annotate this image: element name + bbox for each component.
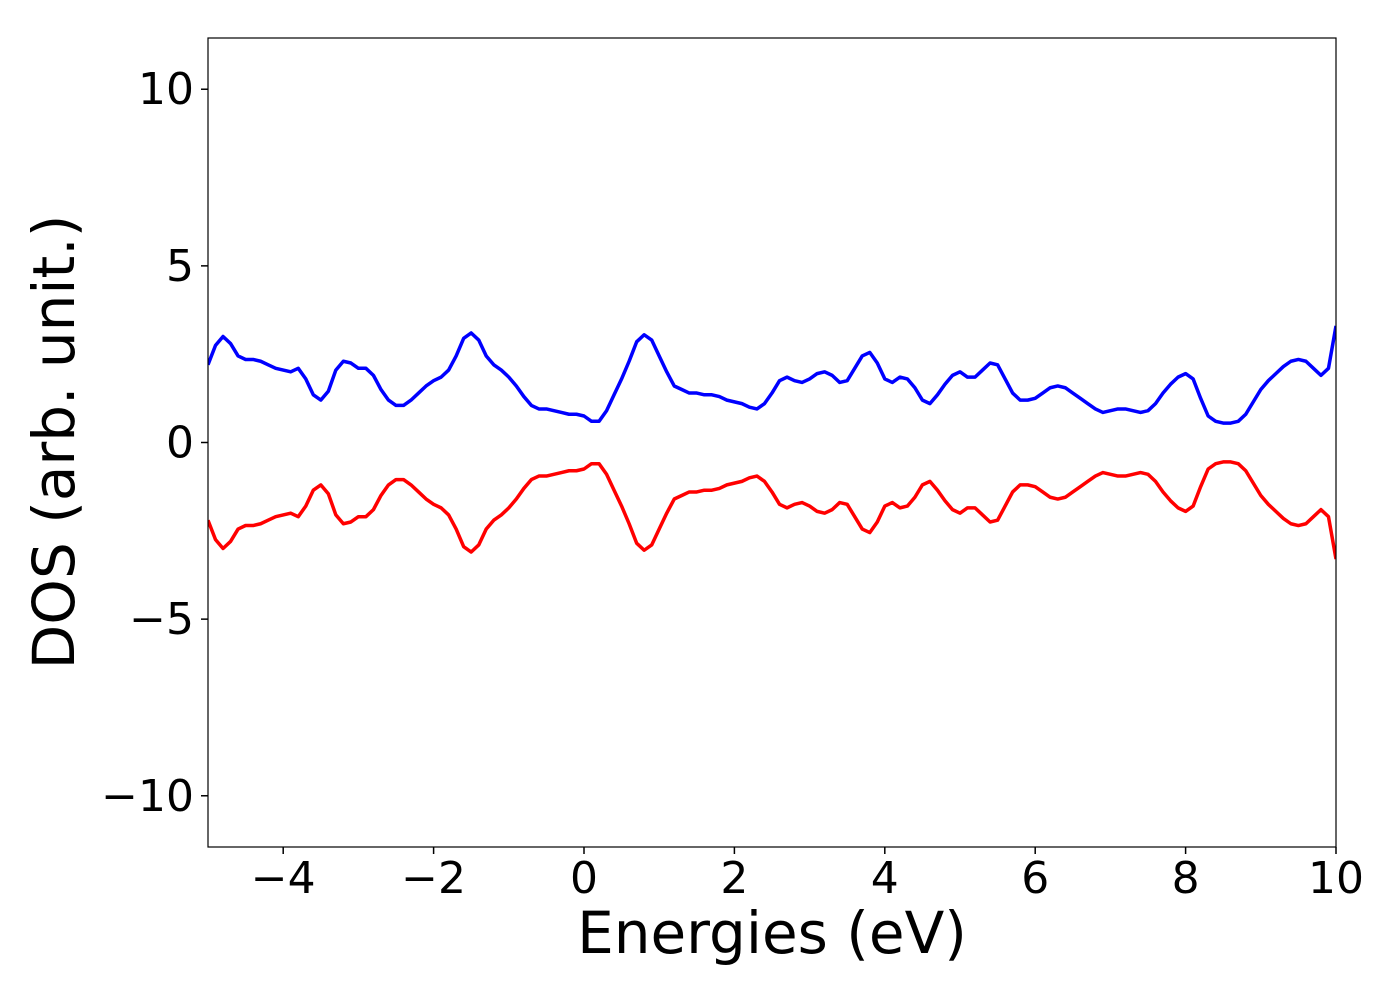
x-axis-label: Energies (eV) xyxy=(577,899,967,967)
y-tick-label: 0 xyxy=(166,418,194,469)
x-tick-label: 4 xyxy=(871,853,899,904)
x-tick-label: 2 xyxy=(720,853,748,904)
series-line xyxy=(208,460,1336,560)
x-tick-label: 10 xyxy=(1308,853,1364,904)
x-tick-label: 6 xyxy=(1021,853,1049,904)
x-tick-label: −2 xyxy=(401,853,466,904)
x-tick-label: −4 xyxy=(251,853,316,904)
series-line xyxy=(208,325,1336,425)
x-tick-label: 8 xyxy=(1172,853,1200,904)
y-tick-label: 10 xyxy=(138,64,194,115)
y-axis-label: DOS (arb. unit.) xyxy=(20,215,88,670)
x-tick-label: 0 xyxy=(570,853,598,904)
y-tick-label: 5 xyxy=(166,241,194,292)
y-tick-label: −5 xyxy=(129,594,194,645)
y-tick-label: −10 xyxy=(101,771,194,822)
plot-frame xyxy=(207,37,1337,848)
